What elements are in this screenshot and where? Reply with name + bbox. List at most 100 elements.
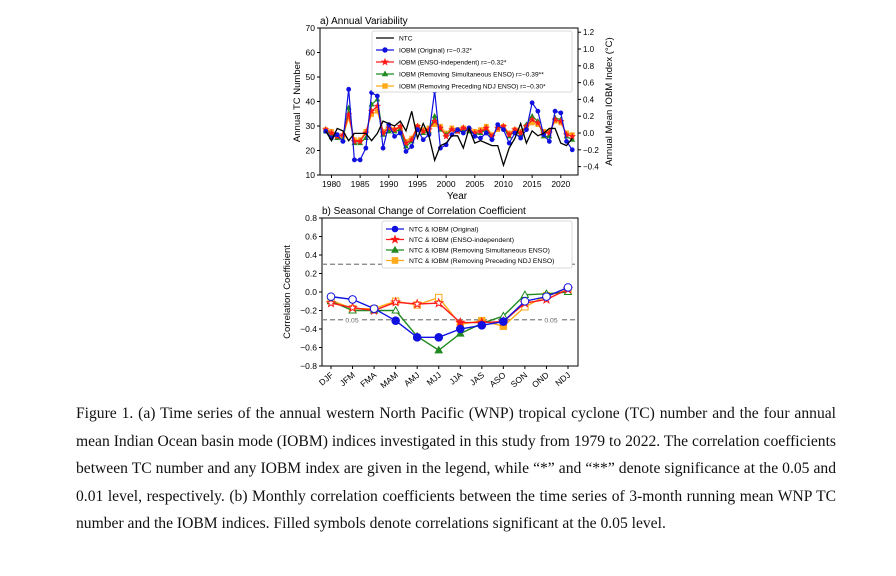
panel-a-point-original: [352, 157, 357, 163]
panel-b-significance-label: 0.05: [544, 317, 557, 324]
panel-b-point-original: [455, 324, 465, 334]
panel-b-point-original: [391, 316, 400, 325]
panel-b-point-original: [563, 283, 573, 292]
panel-a-point-enso_independent: [476, 127, 485, 135]
panel-b-point-enso_independent: [390, 296, 401, 307]
panel-a-ytick-label: 70: [306, 23, 316, 33]
panel-b-point-enso_independent: [411, 298, 423, 309]
panel-b-point-original: [348, 295, 357, 304]
panel-a-line-ntc: [325, 111, 573, 168]
panel-a-line-original: [325, 89, 573, 161]
panel-a-xtick-label: 1980: [322, 179, 341, 189]
panel-a-point-original: [346, 86, 352, 92]
panel-a-point-original: [455, 127, 461, 133]
panel-a-legend-box: [371, 30, 573, 93]
panel-a-point-enso_independent: [390, 125, 399, 133]
panel-a-point-original: [506, 140, 512, 146]
panel-a-point-original: [529, 100, 535, 106]
panel-a-xlabel: Year: [447, 191, 468, 202]
legend-b-marker-removing_preceding: [391, 257, 399, 264]
panel-a-point-enso_independent: [430, 117, 439, 125]
panel-b-xtick-label: ASO: [487, 370, 507, 389]
panel-a-point-original: [483, 130, 489, 136]
panel-b-point-original: [369, 304, 379, 313]
panel-b-title: b) Seasonal Change of Correlation Coeffi…: [322, 206, 526, 217]
legend-b-label-removing_preceding: NTC & IOBM (Removing Preceding NDJ ENSO): [409, 258, 554, 265]
panel-a-point-original: [546, 139, 552, 144]
panel-a-y2tick-label: 0.4: [583, 95, 595, 104]
panel-a-point-enso_independent: [419, 127, 427, 135]
panel-b-legend-box: [381, 220, 573, 269]
panel-b-xtick-label: JJA: [447, 370, 465, 387]
figure-caption: Figure 1. (a) Time series of the annual …: [76, 400, 836, 538]
legend-a-marker-removing_preceding: [382, 83, 388, 89]
panel-b-series-removing_simultaneous: [326, 287, 573, 354]
panel-a-ytick-label: 20: [306, 146, 316, 156]
panel-a-y2tick-label: −0.4: [583, 163, 599, 172]
panel-b-point-enso_independent: [454, 316, 466, 328]
panel-a-title: a) Annual Variability: [320, 16, 408, 27]
panel-a-point-enso_independent: [442, 132, 450, 140]
panel-a-point-enso_independent: [534, 119, 542, 127]
panel-a-point-original: [558, 110, 564, 116]
panel-b-point-original: [412, 333, 422, 342]
panel-b-xtick-label: AMJ: [402, 370, 421, 389]
panel-a-point-enso_independent: [408, 135, 416, 143]
panel-b-ytick-label: −0.4: [300, 324, 317, 334]
panel-a-ytick-label: 10: [306, 170, 316, 180]
panel-a-legend: NTC IOBM (Original) r=−0.32* IOBM (ENSO-in…: [371, 30, 573, 93]
panel-a-point-enso_independent: [402, 139, 410, 147]
panel-a-point-enso_independent: [528, 115, 536, 123]
panel-b-ytick-label: 0.4: [305, 250, 317, 260]
legend-a-marker-removing_simultaneous: [381, 70, 389, 77]
panel-a-point-enso_independent: [482, 124, 490, 132]
panel-a-point-original: [501, 127, 506, 133]
panel-b-ylabel: Correlation Coefficient: [282, 245, 293, 339]
panel-a-y2tick-label: −0.2: [583, 146, 599, 155]
panel-a-point-enso_independent: [505, 130, 513, 138]
panel-a-xtick-label: 1990: [379, 179, 398, 189]
panel-a-y2tick-label: 0.2: [583, 112, 595, 121]
panel-a-point-original: [478, 135, 483, 141]
panel-b-xtick-label: OND: [530, 370, 551, 390]
legend-b-label-original: NTC & IOBM (Original): [409, 227, 479, 234]
panel-a-point-enso_independent: [459, 124, 468, 132]
panel-a-y2tick-label: 0.8: [583, 62, 595, 71]
panel-a-point-original: [460, 130, 466, 136]
panel-b-point-removing_simultaneous: [434, 345, 444, 354]
panel-b-line-removing_simultaneous: [330, 291, 569, 352]
panel-b-point-original: [499, 317, 508, 326]
panel-b-xtick-label: DJF: [317, 370, 335, 388]
panel-a-point-original: [380, 145, 386, 151]
panel-a-point-enso_independent: [396, 122, 404, 130]
panel-a-point-original: [340, 139, 346, 144]
panel-a-point-removing_simultaneous: [431, 112, 438, 119]
legend-b-marker-removing_simultaneous: [391, 245, 399, 253]
figure: a) Annual Variability 10 20 30 40 50 60 70 −0.4 −…: [282, 16, 615, 390]
panel-a-point-enso_independent: [494, 124, 502, 132]
panel-b-point-removing_simultaneous: [391, 305, 401, 314]
panel-b-significance-label: 0.05: [345, 317, 358, 324]
panel-b-point-original: [520, 296, 530, 306]
panel-a-y2tick-label: 0.6: [583, 79, 595, 88]
panel-a-point-original: [397, 130, 403, 136]
panel-a-point-original: [569, 147, 575, 153]
legend-a-label-removing_preceding: IOBM (Removing Preceding NDJ ENSO) r=−0.…: [399, 84, 546, 91]
panel-b-xtick-label: FMA: [358, 370, 378, 389]
panel-b-xtick-label: JFM: [338, 370, 357, 388]
legend-a-label-enso_independent: IOBM (ENSO-independent) r=−0.32*: [399, 60, 507, 67]
panel-a-series-ntc: [325, 111, 573, 168]
panel-a-xtick-label: 2010: [494, 179, 513, 189]
panel-b-significance-label-bg: [343, 315, 361, 324]
panel-a-point-enso_independent: [516, 129, 525, 137]
panel-b-ytick-label: −0.6: [300, 343, 317, 353]
panel-b-xtick-label: NDJ: [553, 370, 572, 388]
caption-text: Figure 1. (a) Time series of the annual …: [76, 405, 836, 533]
panel-a-point-original: [524, 127, 529, 133]
panel-a-y2tick-label: 0.0: [583, 129, 595, 138]
panel-a-xtick-label: 1995: [408, 179, 427, 189]
panel-a-xtick-label: 1985: [351, 179, 370, 189]
panel-a-point-original: [564, 139, 569, 144]
panel-b-ytick-label: −0.8: [300, 361, 317, 371]
panel-a-ytick-label: 30: [306, 121, 316, 131]
